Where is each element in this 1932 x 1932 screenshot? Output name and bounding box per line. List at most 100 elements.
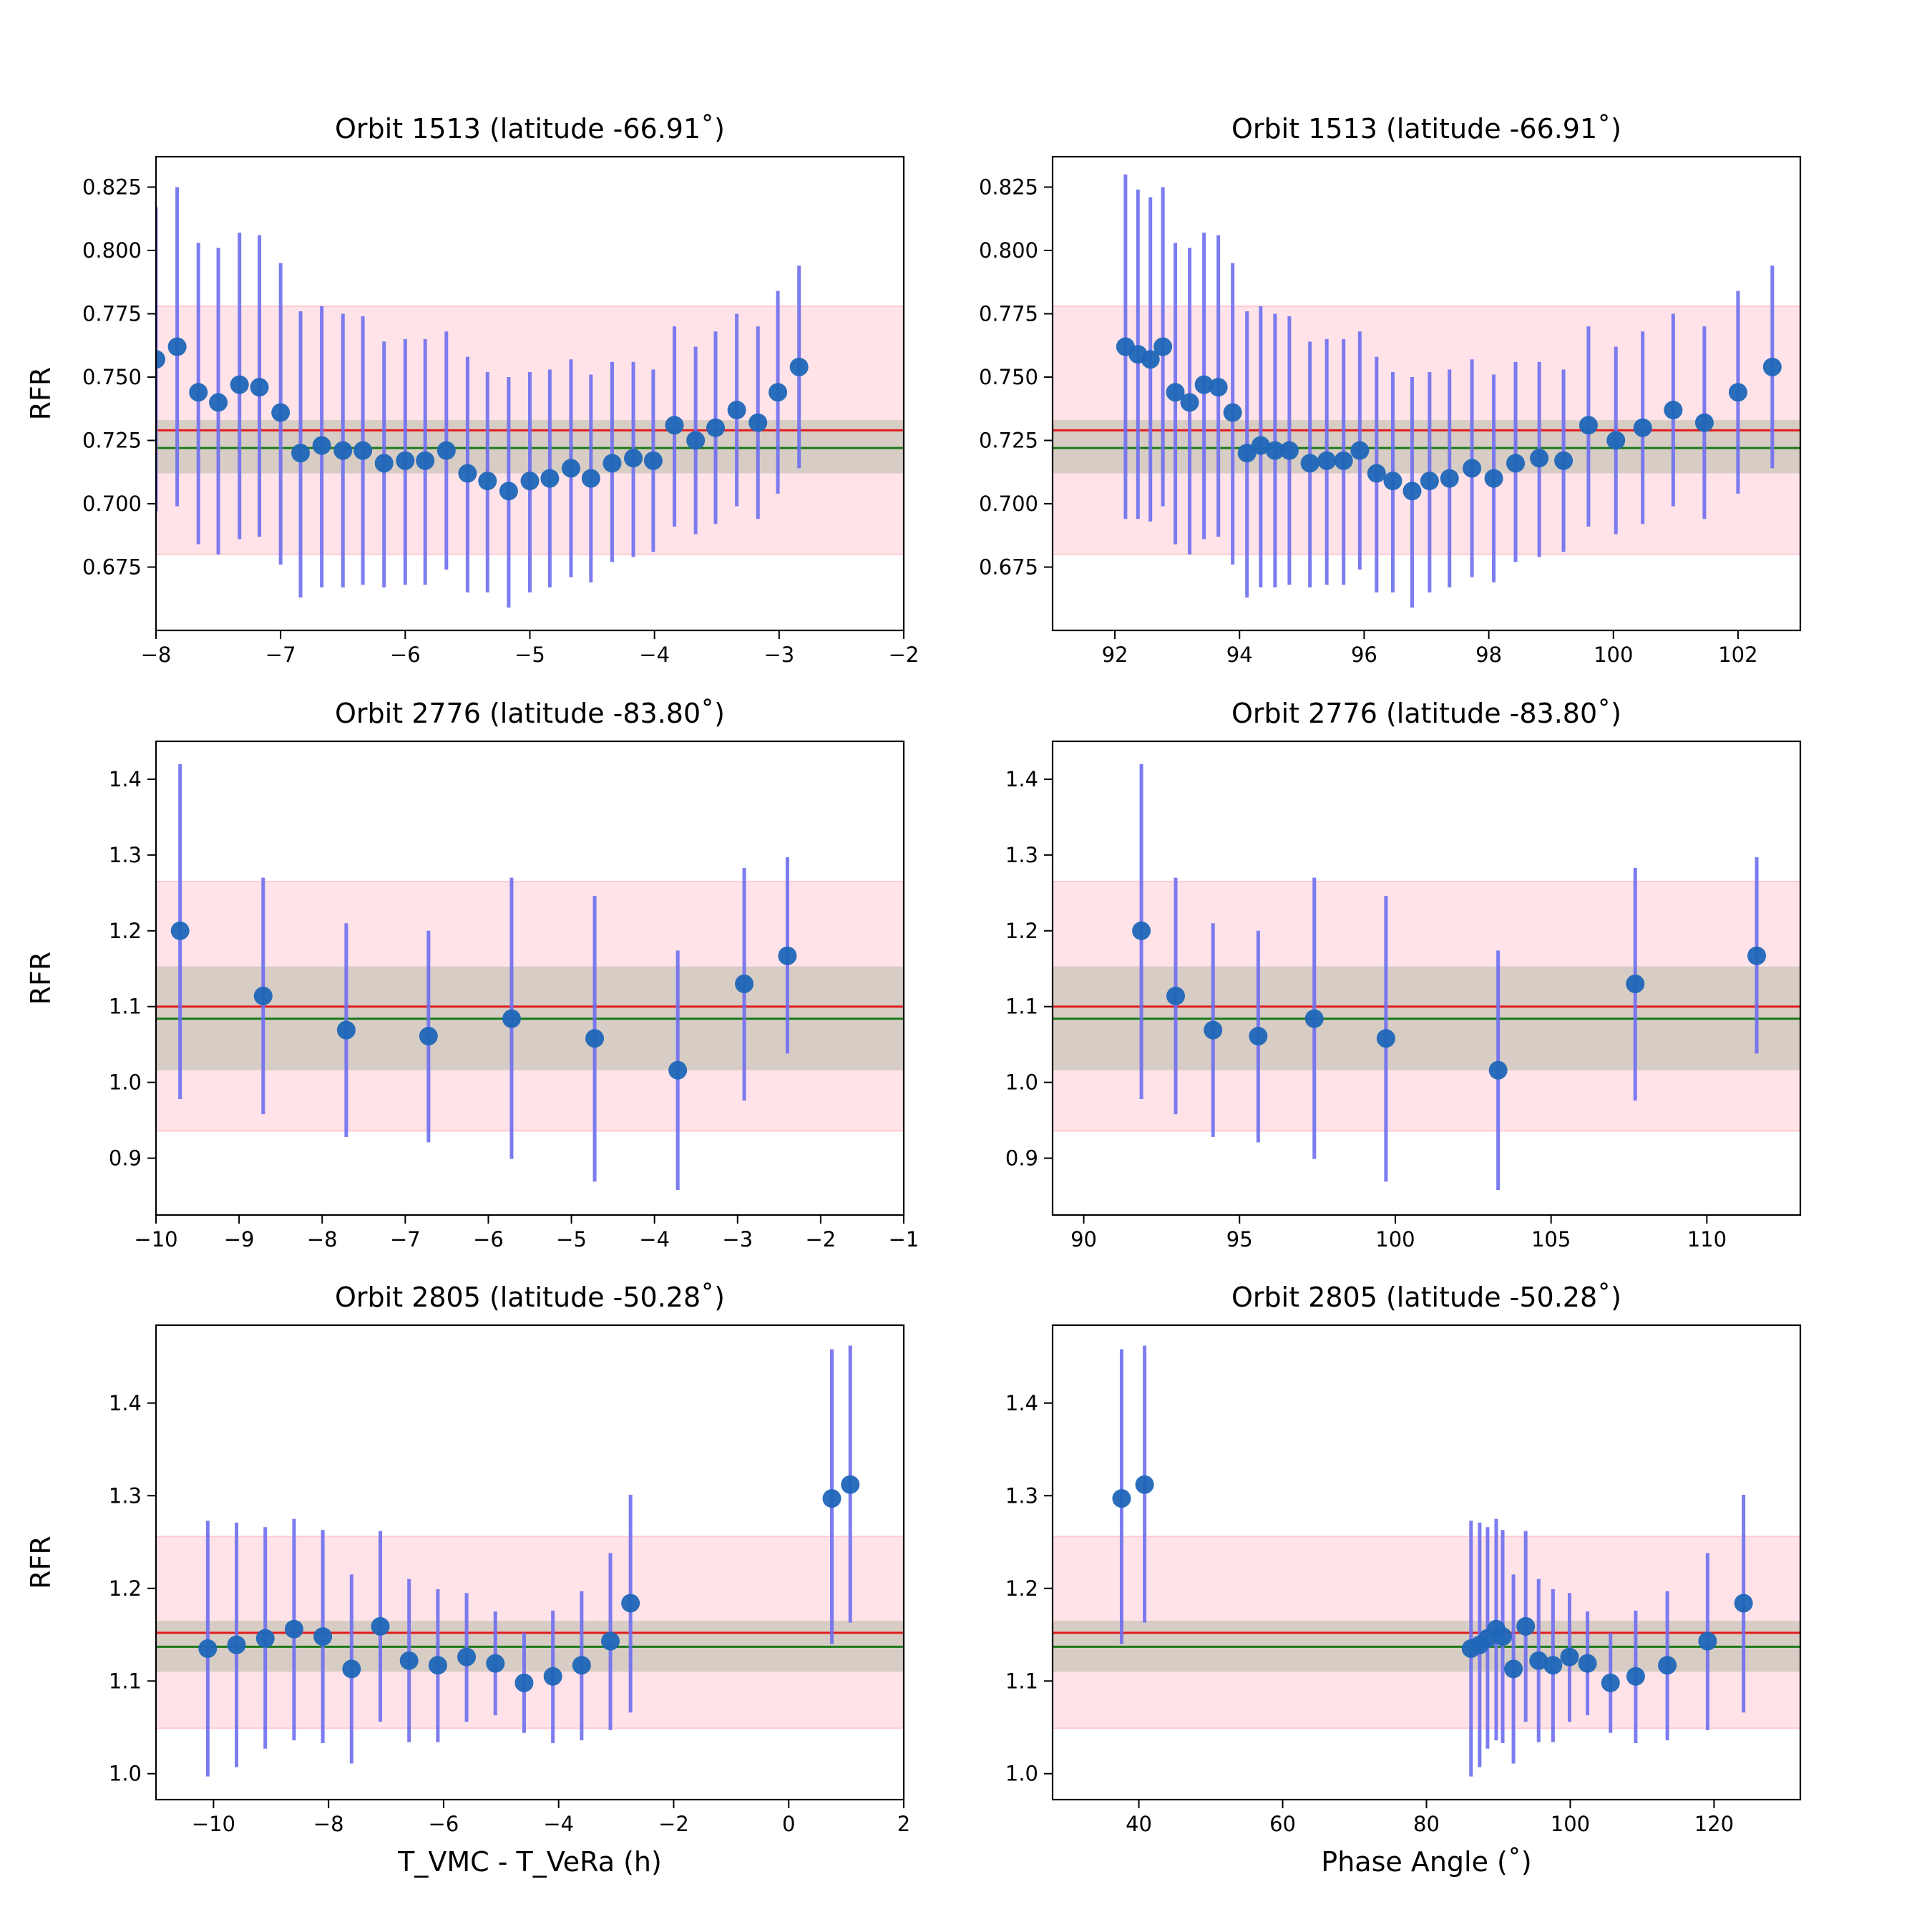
data-point	[572, 1656, 591, 1675]
plot-area	[156, 763, 904, 1191]
x-tick-label: −3	[722, 1227, 753, 1252]
data-point	[499, 482, 518, 501]
data-point	[1135, 1475, 1154, 1494]
subplot-title: Orbit 1513 (latitude -66.91˚)	[1231, 113, 1621, 145]
data-point	[1626, 1667, 1645, 1686]
data-point	[371, 1616, 390, 1636]
data-point	[543, 1667, 562, 1686]
y-tick-label: 1.2	[109, 1576, 142, 1601]
data-point	[1626, 974, 1645, 993]
data-point	[227, 1635, 246, 1654]
x-tick-label: 110	[1687, 1227, 1727, 1252]
data-point	[1734, 1594, 1753, 1613]
y-tick-label: 1.0	[1005, 1070, 1038, 1095]
x-tick-label: 2	[897, 1812, 910, 1836]
y-tick-label: 1.4	[1005, 767, 1038, 791]
data-point	[1237, 444, 1257, 463]
data-point	[1350, 441, 1370, 460]
x-tick-label: −2	[658, 1812, 689, 1836]
data-point	[1304, 1009, 1324, 1028]
y-tick-label: 0.675	[82, 555, 142, 579]
data-point	[291, 444, 311, 463]
data-point	[486, 1654, 505, 1673]
plot-area	[1053, 763, 1800, 1191]
data-point	[1728, 383, 1747, 402]
data-point	[822, 1489, 841, 1508]
y-tick-label: 0.775	[979, 301, 1038, 326]
subplot-title: Orbit 2776 (latitude -83.80˚)	[1231, 698, 1621, 729]
data-point	[1440, 469, 1459, 488]
data-point	[602, 454, 622, 473]
x-tick-label: −4	[543, 1812, 574, 1836]
data-point	[399, 1651, 419, 1670]
x-tick-label: 94	[1226, 643, 1253, 667]
x-tick-label: −8	[307, 1227, 338, 1252]
data-point	[706, 418, 726, 437]
data-point	[1300, 454, 1319, 473]
data-point	[1543, 1656, 1563, 1675]
x-tick-label: −4	[639, 643, 670, 667]
data-point	[1166, 383, 1185, 402]
data-point	[1223, 403, 1242, 422]
y-tick-label: 0.9	[109, 1146, 142, 1171]
data-point	[769, 383, 788, 402]
plot-area	[1053, 174, 1800, 608]
data-point	[189, 383, 208, 402]
data-point	[1141, 350, 1160, 369]
y-axis-label: RFR	[25, 367, 57, 421]
data-point	[1747, 946, 1767, 965]
x-tick-label: −10	[134, 1227, 177, 1252]
x-tick-label: −2	[889, 643, 919, 667]
axes-frame	[155, 1324, 905, 1801]
x-tick-label: −5	[514, 643, 545, 667]
data-point	[457, 1647, 477, 1667]
y-tick-label: 1.4	[1005, 1391, 1038, 1415]
data-point	[1554, 451, 1574, 470]
data-point	[1530, 449, 1549, 468]
data-point	[778, 946, 797, 965]
data-point	[1112, 1489, 1131, 1508]
data-point	[1317, 451, 1337, 470]
y-tick-label: 1.1	[1005, 1669, 1038, 1693]
y-tick-label: 1.2	[109, 919, 142, 943]
x-tick-label: 95	[1226, 1227, 1253, 1252]
y-tick-label: 0.800	[979, 238, 1038, 263]
data-point	[1579, 416, 1598, 435]
data-point	[336, 1020, 356, 1040]
x-tick-label: −3	[763, 643, 794, 667]
data-point	[458, 464, 477, 483]
x-tick-label: 100	[1594, 643, 1633, 667]
plot-area	[1053, 1345, 1800, 1777]
data-point	[1694, 413, 1714, 432]
y-tick-label: 1.4	[109, 767, 142, 791]
data-point	[1578, 1654, 1597, 1673]
data-point	[1463, 459, 1482, 478]
x-tick-label: 96	[1351, 643, 1377, 667]
y-tick-label: 0.750	[82, 365, 142, 389]
y-tick-label: 1.1	[109, 995, 142, 1019]
subplot-orbit1513-time: −8 −7 −6 −5 −4 −3 −2 0.675 0.700 0.725 0.750 0.775 0…	[25, 113, 919, 667]
x-tick-label: 98	[1475, 643, 1502, 667]
x-tick-label: −2	[806, 1227, 836, 1252]
y-tick-label: 1.3	[109, 843, 142, 867]
data-point	[1484, 469, 1503, 488]
x-tick-label: −6	[473, 1227, 504, 1252]
data-point	[789, 357, 809, 376]
data-point	[416, 451, 435, 470]
data-point	[396, 451, 415, 470]
data-point	[561, 459, 580, 478]
x-tick-label: 60	[1269, 1812, 1296, 1836]
x-tick-label: 0	[782, 1812, 795, 1836]
data-point	[1153, 337, 1173, 356]
data-point	[727, 401, 746, 420]
y-tick-label: 0.700	[82, 492, 142, 516]
data-point	[1249, 1027, 1268, 1046]
data-point	[841, 1475, 860, 1494]
data-point	[428, 1656, 447, 1675]
x-tick-label: 120	[1694, 1812, 1734, 1836]
data-point	[1180, 393, 1199, 412]
y-tick-label: 1.1	[109, 1669, 142, 1693]
y-tick-label: 1.0	[109, 1762, 142, 1786]
data-point	[1606, 431, 1626, 450]
y-tick-label: 0.725	[979, 428, 1038, 452]
